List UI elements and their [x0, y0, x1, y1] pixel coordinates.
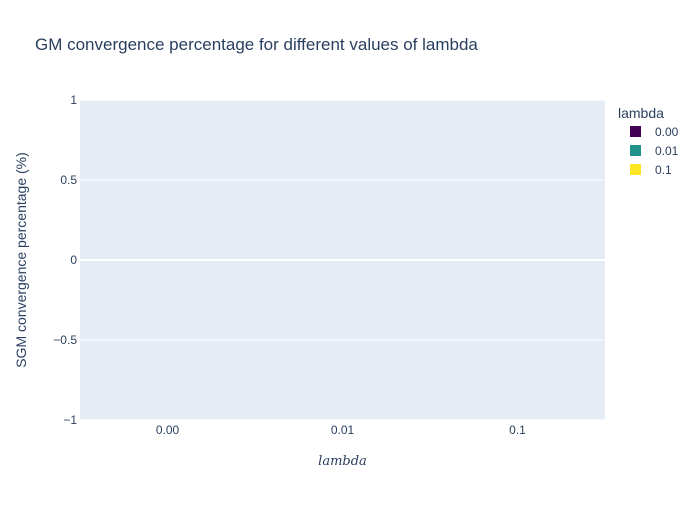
y-tick-label: 1: [70, 93, 77, 107]
y-tick-label: −0.5: [53, 333, 77, 347]
legend-title: lambda: [618, 105, 664, 121]
legend-items: 0.00 0.01 0.1: [630, 125, 679, 177]
y-tick-label: 0.5: [60, 173, 77, 187]
chart-title: GM convergence percentage for different …: [35, 35, 478, 54]
y-tick-label: 0: [70, 253, 77, 267]
y-axis-ticks: −1 −0.5 0 0.5 1: [53, 93, 77, 427]
y-tick-label: −1: [63, 413, 77, 427]
legend: lambda 0.00 0.01 0.1: [618, 105, 679, 177]
y-axis-title: SGM convergence percentage (%): [13, 152, 29, 368]
x-tick-label: 0.00: [156, 423, 180, 437]
legend-swatch: [630, 145, 641, 156]
gridlines: [80, 99, 605, 421]
x-tick-label: 0.01: [331, 423, 355, 437]
x-tick-label: 0.1: [509, 423, 526, 437]
legend-item-label: 0.01: [655, 144, 679, 158]
legend-swatch: [630, 126, 641, 137]
legend-item-label: 0.1: [655, 163, 672, 177]
legend-swatch: [630, 164, 641, 175]
x-axis-ticks: 0.00 0.01 0.1: [156, 423, 526, 437]
x-axis-title: lambda: [318, 454, 367, 469]
legend-item-label: 0.00: [655, 125, 679, 139]
